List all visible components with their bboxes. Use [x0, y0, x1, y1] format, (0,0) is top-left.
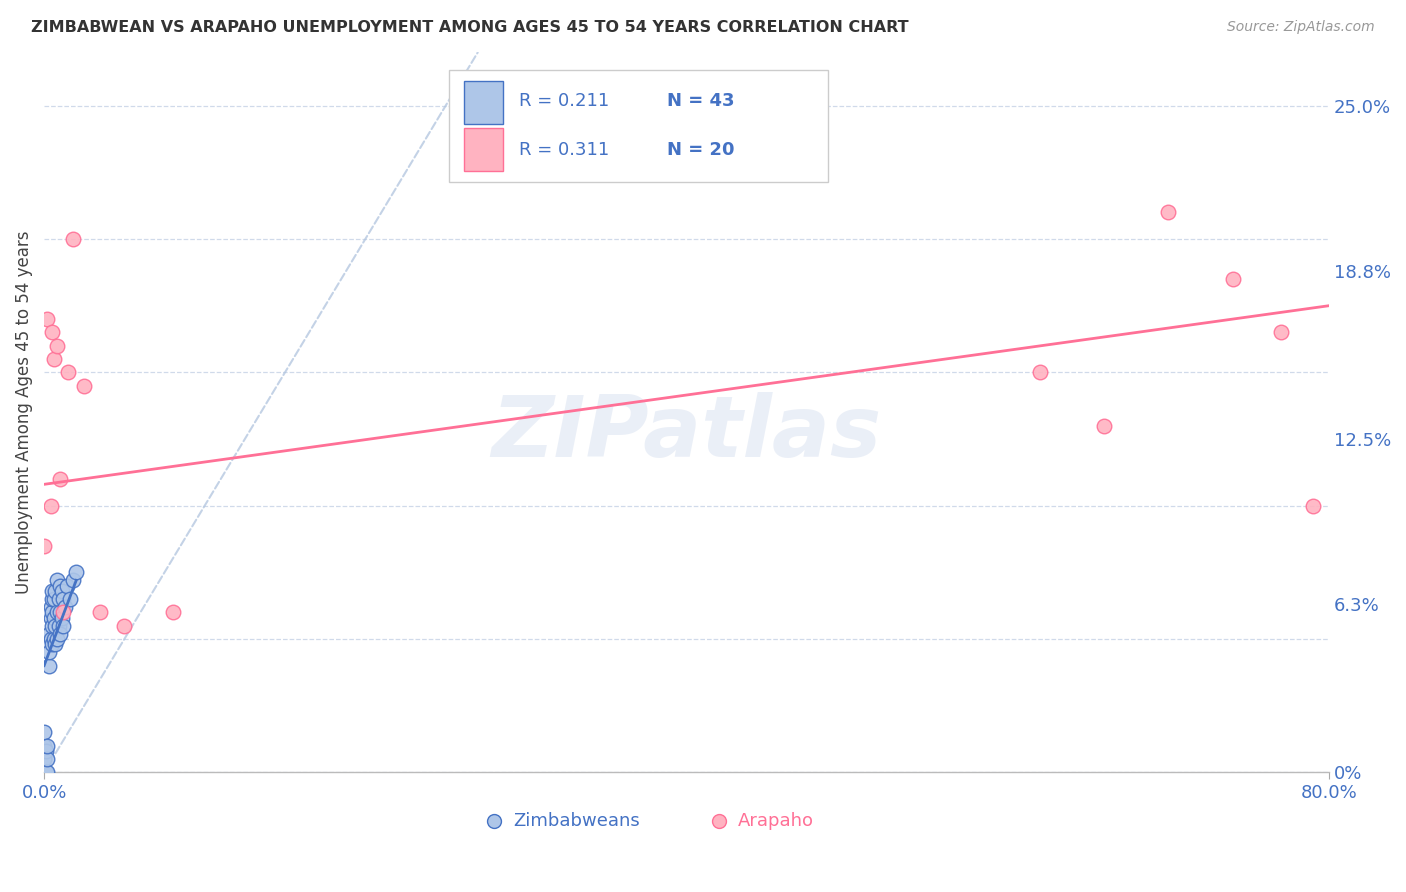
Text: ZIMBABWEAN VS ARAPAHO UNEMPLOYMENT AMONG AGES 45 TO 54 YEARS CORRELATION CHART: ZIMBABWEAN VS ARAPAHO UNEMPLOYMENT AMONG… [31, 20, 908, 35]
Point [37, 752, 59, 766]
Point [162, 605, 184, 619]
Point [52, 618, 75, 632]
Point [49, 626, 72, 640]
Point [41, 591, 63, 606]
Text: N = 43: N = 43 [668, 92, 735, 110]
Point [44, 618, 66, 632]
Point [38, 658, 60, 673]
Point [49, 472, 72, 486]
Text: N = 20: N = 20 [668, 141, 735, 159]
Point [38, 626, 60, 640]
Point [32, 725, 55, 739]
Y-axis label: Unemployment Among Ages 45 to 54 years: Unemployment Among Ages 45 to 54 years [15, 231, 32, 594]
Point [1092, 418, 1115, 433]
Point [48, 618, 70, 632]
FancyBboxPatch shape [449, 70, 828, 182]
Point [42, 352, 65, 367]
Text: R = 0.311: R = 0.311 [519, 141, 610, 159]
Point [112, 618, 135, 632]
Point [51, 584, 73, 599]
Point [89, 605, 111, 619]
Point [39, 499, 62, 513]
Point [58, 365, 80, 379]
Text: Arapaho: Arapaho [738, 813, 814, 830]
Point [41, 584, 63, 599]
Point [1302, 499, 1324, 513]
Point [37, 739, 59, 753]
Point [32, 539, 55, 553]
Point [53, 599, 76, 614]
Point [46, 605, 69, 619]
Point [62, 574, 84, 588]
Point [35, 765, 58, 780]
Point [46, 339, 69, 353]
Point [42, 610, 65, 624]
FancyBboxPatch shape [464, 81, 503, 125]
Point [46, 574, 69, 588]
Point [37, 765, 59, 780]
Point [32, 739, 55, 753]
Point [48, 591, 70, 606]
Point [49, 579, 72, 593]
Point [73, 378, 96, 392]
Point [49, 605, 72, 619]
Point [44, 584, 66, 599]
Point [39, 599, 62, 614]
Point [55, 579, 77, 593]
Point [41, 605, 63, 619]
Point [38, 645, 60, 659]
Text: R = 0.211: R = 0.211 [519, 92, 610, 110]
Point [1157, 205, 1180, 219]
Point [42, 632, 65, 646]
Point [1270, 326, 1292, 340]
Point [1222, 272, 1244, 286]
Text: Zimbabweans: Zimbabweans [513, 813, 640, 830]
Point [42, 591, 65, 606]
Point [32, 752, 55, 766]
Point [39, 632, 62, 646]
Point [32, 765, 55, 780]
Point [41, 326, 63, 340]
FancyBboxPatch shape [464, 128, 503, 171]
Point [41, 637, 63, 651]
Point [52, 605, 75, 619]
Text: Source: ZipAtlas.com: Source: ZipAtlas.com [1227, 20, 1375, 34]
Point [37, 312, 59, 326]
Text: ZIPatlas: ZIPatlas [491, 392, 882, 475]
Point [39, 610, 62, 624]
Point [46, 632, 69, 646]
Point [65, 566, 87, 580]
Point [35, 744, 58, 758]
Point [44, 637, 66, 651]
Point [1029, 365, 1052, 379]
Point [62, 232, 84, 246]
Point [41, 618, 63, 632]
Point [52, 591, 75, 606]
Point [51, 610, 73, 624]
Point [59, 591, 82, 606]
